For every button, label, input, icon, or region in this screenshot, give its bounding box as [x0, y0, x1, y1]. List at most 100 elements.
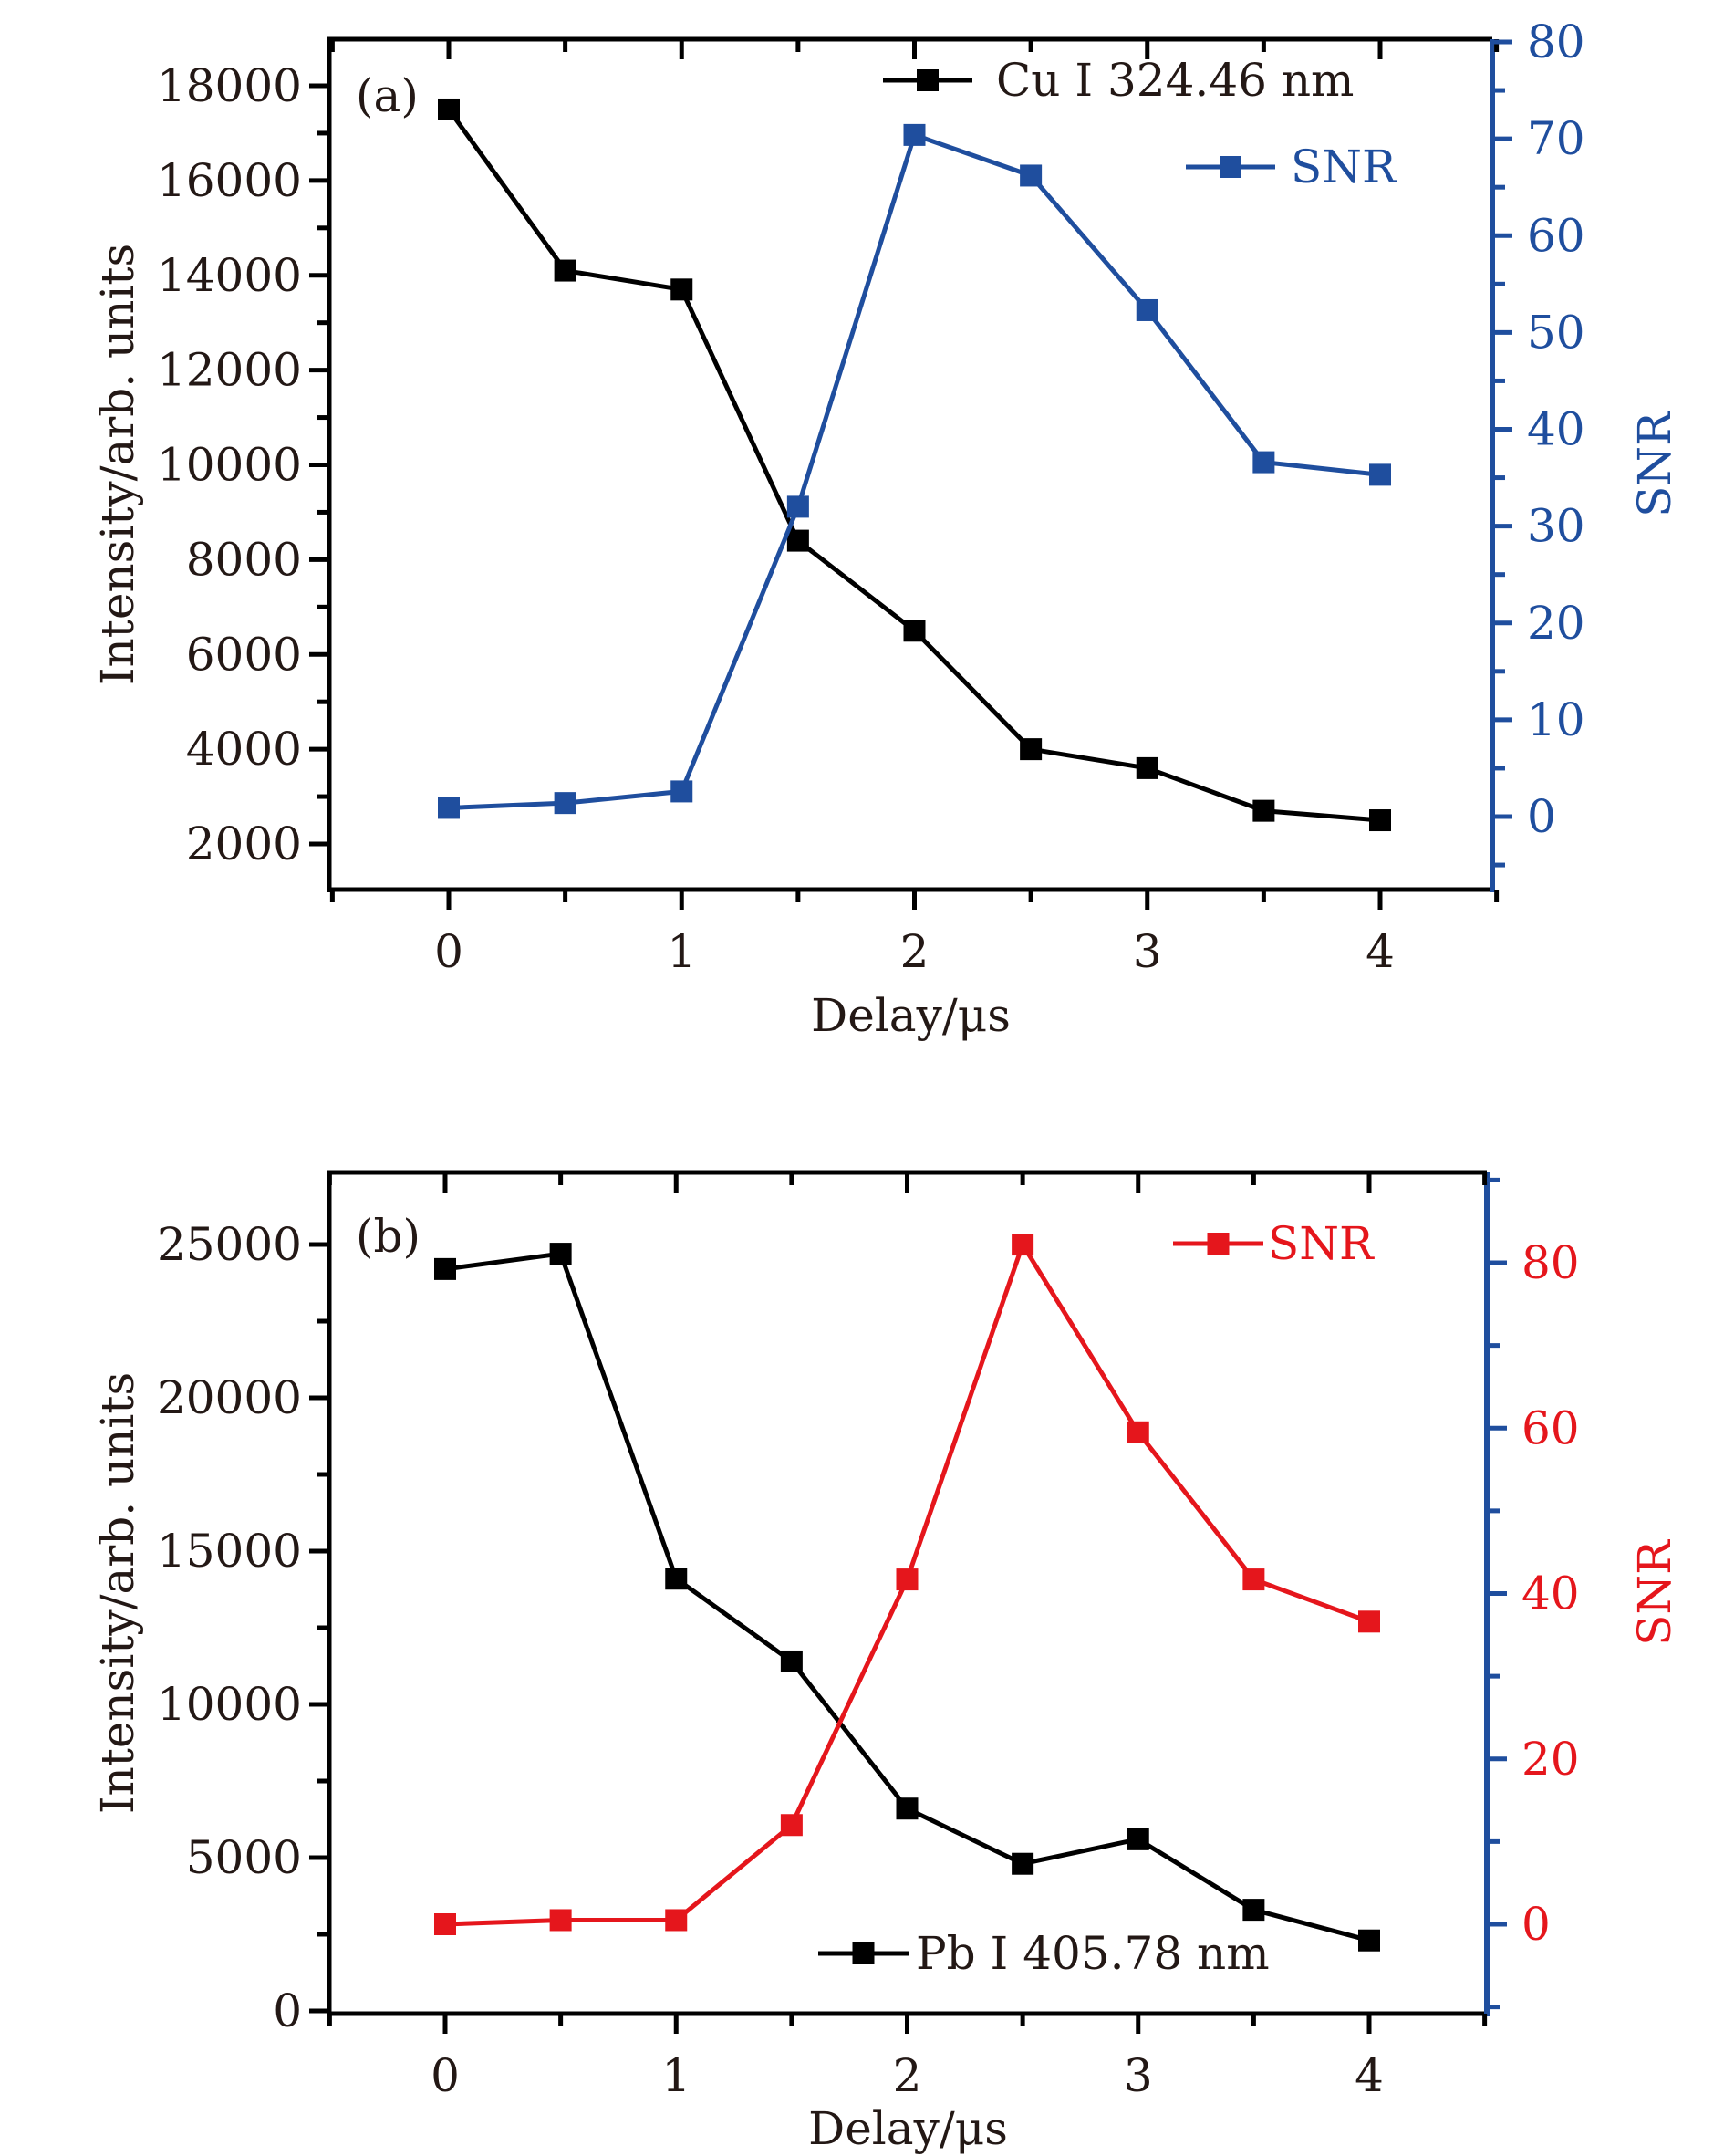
panel-a: 0 1 2 3 4 2000 4000 6000 8000 10000 12000 14000 1600…	[91, 16, 1681, 1042]
x-tick-label: 0	[434, 925, 463, 978]
panel-b-legend: Pb I 405.78 nm SNR	[818, 1217, 1375, 1980]
y2-tick-label: 40	[1521, 1568, 1580, 1620]
x-tick-label: 1	[661, 2049, 691, 2102]
intensity-marker	[1369, 809, 1391, 832]
intensity-marker	[780, 1650, 803, 1672]
panel-b-y2-axis-title: SNR	[1628, 1539, 1681, 1646]
x-tick-label: 2	[900, 925, 930, 978]
legend-marker-cu	[917, 69, 939, 91]
y-tick-label: 18000	[157, 59, 302, 112]
y-tick-label: 16000	[157, 154, 302, 207]
y-tick-label: 2000	[186, 818, 302, 870]
y-tick-label: 20000	[157, 1371, 302, 1424]
snr-marker	[1369, 463, 1391, 486]
panel-b-y-axis-title: Intensity/arb. units	[91, 1372, 144, 1814]
intensity-marker	[1020, 738, 1043, 761]
x-tick-label: 4	[1366, 925, 1395, 978]
y2-tick-label: 70	[1527, 112, 1585, 165]
intensity-marker	[1358, 1929, 1380, 1952]
legend-item-pb: Pb I 405.78 nm	[818, 1927, 1270, 1980]
intensity-marker	[903, 620, 926, 642]
y-tick-label: 5000	[186, 1831, 302, 1884]
intensity-marker	[438, 98, 460, 120]
snr-marker	[1012, 1234, 1034, 1256]
panel-b-x-axis-title: Delay/μs	[808, 2102, 1008, 2155]
snr-marker	[1242, 1568, 1265, 1591]
x-tick-label: 1	[667, 925, 696, 978]
legend-marker-snr	[1220, 156, 1241, 178]
y2-tick-label: 10	[1527, 693, 1585, 746]
y-tick-label: 8000	[186, 533, 302, 586]
y-tick-label: 14000	[157, 249, 302, 302]
x-tick-label: 0	[431, 2049, 460, 2102]
snr-marker	[554, 792, 576, 815]
y-tick-label: 0	[273, 1984, 302, 2037]
legend-marker-snr	[1207, 1233, 1230, 1255]
y2-tick-label: 30	[1527, 500, 1585, 553]
panel-a-ticks: 0 1 2 3 4 2000 4000 6000 8000 10000 12000 14000 1600…	[157, 16, 1585, 978]
intensity-marker	[1127, 1828, 1149, 1850]
intensity-marker	[665, 1568, 688, 1590]
snr-marker	[434, 1913, 456, 1935]
legend-item-snr-a: SNR	[1186, 141, 1397, 193]
legend-item-cu: Cu I 324.46 nm	[883, 54, 1354, 107]
snr-marker	[1127, 1421, 1149, 1443]
snr-marker	[780, 1814, 803, 1837]
intensity-marker	[434, 1257, 456, 1280]
intensity-marker	[554, 259, 576, 282]
intensity-marker	[1252, 799, 1275, 822]
panel-b-label: (b)	[356, 1210, 421, 1263]
x-tick-label: 2	[893, 2049, 922, 2102]
panel-a-label: (a)	[356, 69, 419, 122]
panel-b-series	[434, 1234, 1380, 1952]
y-tick-label: 25000	[157, 1218, 302, 1271]
intensity-marker	[1012, 1852, 1034, 1875]
panel-b: 0 1 2 3 40500010000150002000025000020406080 …	[91, 1170, 1681, 2155]
legend-item-snr-b: SNR	[1173, 1217, 1375, 1270]
snr-marker	[896, 1568, 919, 1591]
snr-marker	[549, 1909, 572, 1932]
y2-tick-label: 60	[1521, 1401, 1580, 1454]
legend-label-pb: Pb I 405.78 nm	[916, 1927, 1270, 1980]
y-tick-label: 12000	[157, 344, 302, 397]
snr-marker	[1252, 451, 1275, 474]
panel-a-series	[438, 98, 1391, 832]
legend-label-cu: Cu I 324.46 nm	[996, 54, 1354, 107]
panel-a-y-axis-title: Intensity/arb. units	[91, 244, 144, 685]
y2-tick-label: 40	[1527, 403, 1585, 456]
panel-a-x-axis-title: Delay/μs	[811, 989, 1011, 1042]
y-tick-label: 6000	[186, 628, 302, 681]
y2-tick-label: 20	[1521, 1733, 1580, 1786]
y2-tick-label: 50	[1527, 306, 1585, 359]
snr-marker	[665, 1909, 688, 1932]
snr-marker	[1020, 164, 1043, 187]
intensity-marker	[786, 529, 809, 552]
intensity-marker	[549, 1243, 572, 1265]
y2-tick-label: 80	[1527, 16, 1585, 68]
y-tick-label: 15000	[157, 1525, 302, 1578]
y2-tick-label: 80	[1521, 1236, 1580, 1289]
legend-marker-pb	[852, 1942, 875, 1964]
x-tick-label: 3	[1133, 925, 1162, 978]
snr-marker	[670, 780, 693, 803]
snr-marker	[438, 797, 460, 819]
x-tick-label: 4	[1355, 2049, 1384, 2102]
y2-tick-label: 20	[1527, 597, 1585, 650]
intensity-marker	[896, 1797, 919, 1820]
legend-label-snr: SNR	[1291, 141, 1397, 193]
snr-marker	[1358, 1610, 1380, 1633]
y-tick-label: 10000	[157, 439, 302, 492]
y2-tick-label: 60	[1527, 209, 1585, 262]
snr-marker	[786, 495, 809, 518]
y-tick-label: 4000	[186, 723, 302, 776]
y-tick-label: 10000	[157, 1678, 302, 1731]
snr-marker	[1136, 298, 1158, 321]
snr-marker	[903, 123, 926, 146]
y2-tick-label: 0	[1521, 1898, 1551, 1951]
panel-a-legend: Cu I 324.46 nm SNR	[883, 54, 1397, 193]
intensity-marker	[670, 278, 693, 301]
intensity-marker	[1136, 756, 1158, 779]
